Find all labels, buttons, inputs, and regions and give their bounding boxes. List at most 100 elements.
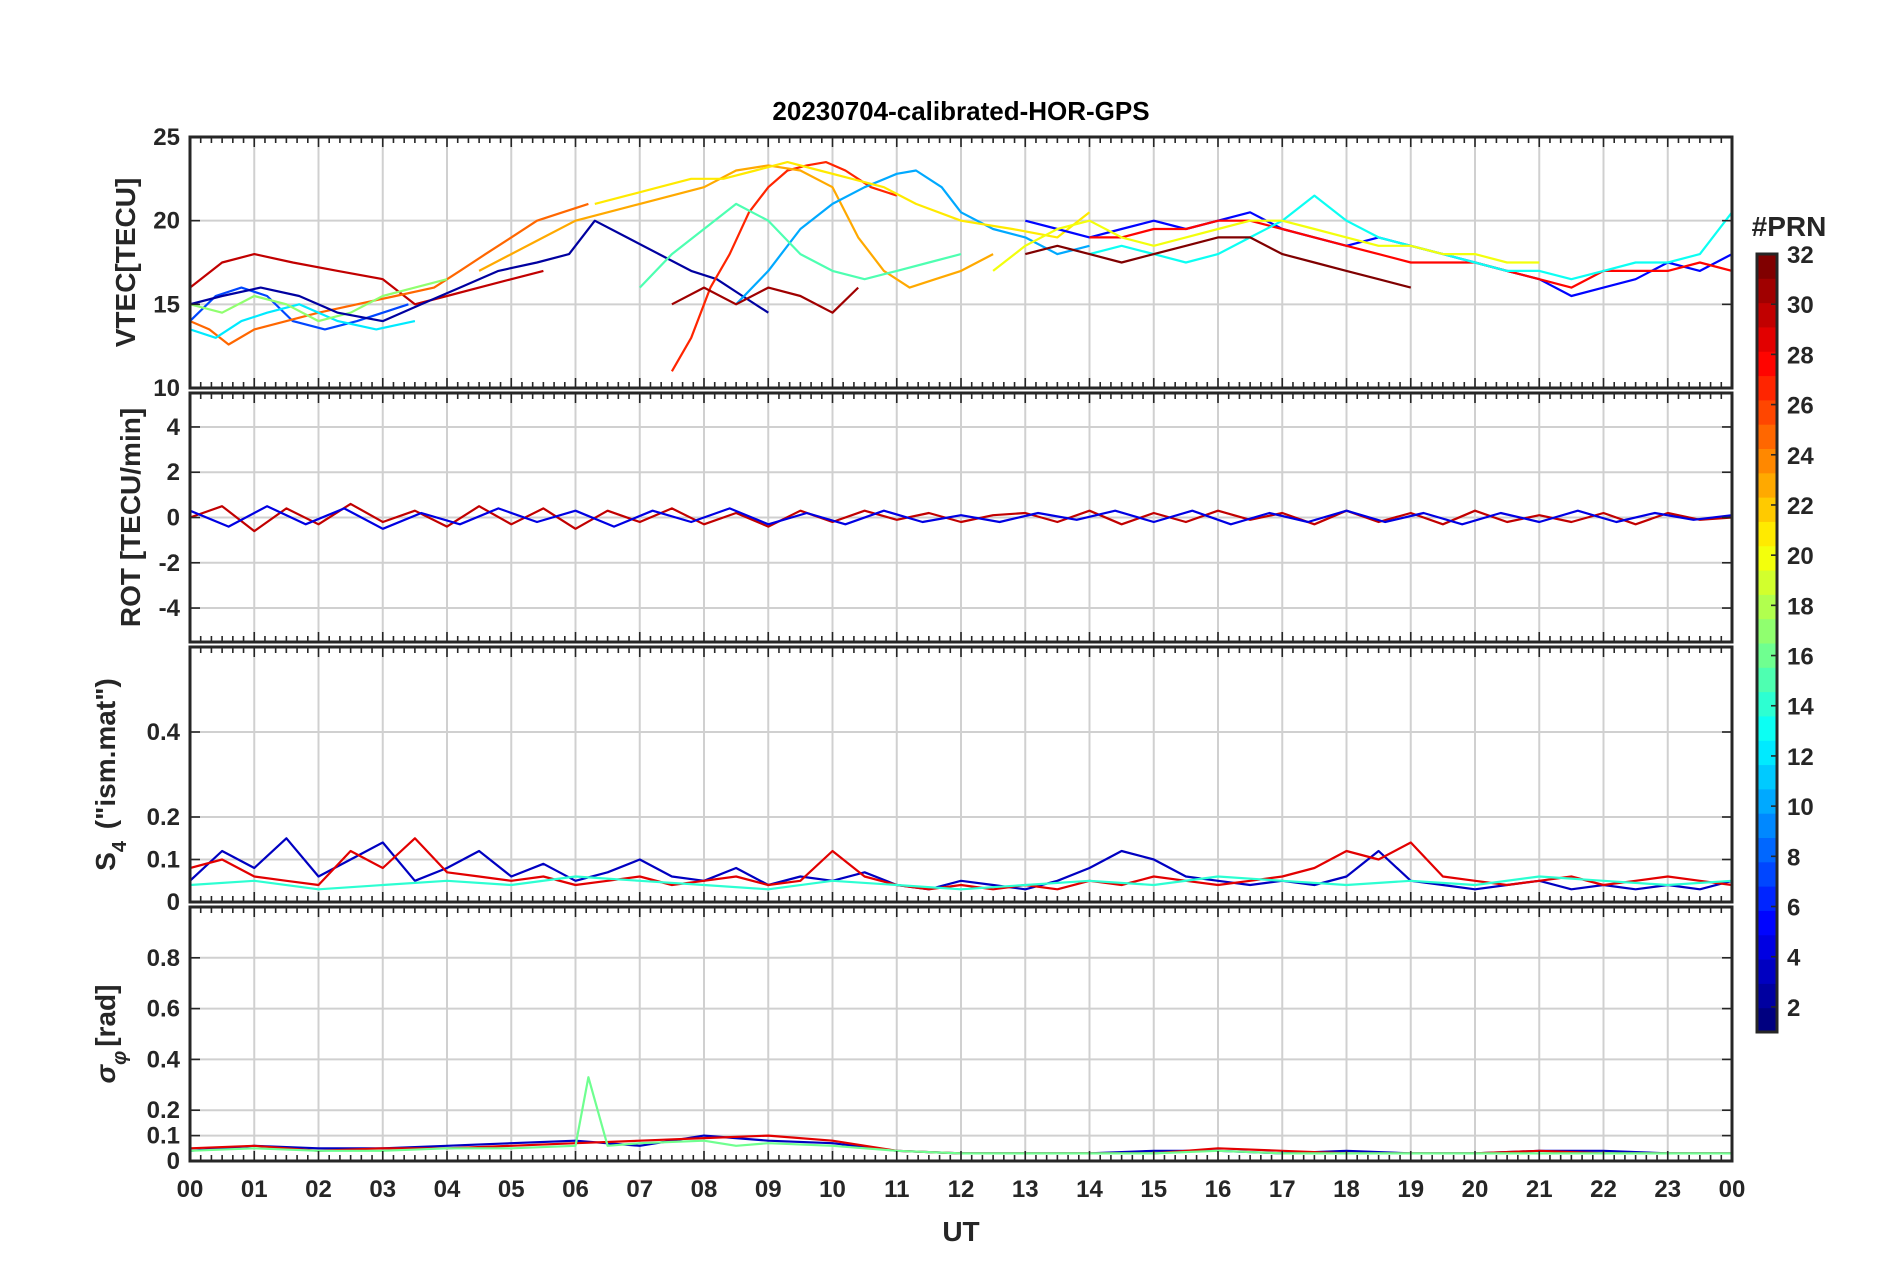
y-tick-label: 0 [167, 889, 180, 916]
y-axis-label: S4 ("ism.mat") [90, 678, 131, 871]
panel-rot: -4 -2 0 2 4 ROT [TECU/min] [115, 391, 1734, 644]
series-line-prn-2 [190, 219, 769, 323]
y-tick-label: 0.1 [147, 1123, 180, 1150]
series-line-prn-27 [670, 161, 898, 372]
y-axis-label: VTEC[TECU] [110, 178, 141, 348]
y-tick-label: 25 [153, 124, 180, 151]
colorbar-segment [1757, 886, 1777, 911]
colorbar-segment [1757, 302, 1777, 328]
colorbar-segment [1757, 788, 1777, 814]
colorbar-segment [1757, 691, 1777, 717]
x-tick-label: 04 [434, 1176, 461, 1203]
colorbar-segment [1757, 254, 1777, 279]
x-tick-label: 16 [1205, 1176, 1232, 1203]
colorbar-segment [1757, 521, 1777, 547]
x-tick-label: 19 [1397, 1176, 1424, 1203]
colorbar-segment [1757, 448, 1777, 474]
colorbar-tick-label: 10 [1787, 794, 1814, 821]
colorbar-tick-label: 16 [1787, 644, 1814, 671]
colorbar-label: #PRN [1752, 211, 1827, 242]
panel-vtec: 10 15 20 25 VTEC[TECU] [110, 124, 1734, 402]
x-tick-label: 14 [1076, 1176, 1103, 1203]
x-tick-label: 20 [1462, 1176, 1489, 1203]
series-line-prn-28 [1089, 219, 1732, 289]
colorbar-segment [1757, 351, 1777, 377]
panel-frame [188, 645, 1734, 904]
chart-title: 20230704-calibrated-HOR-GPS [772, 96, 1149, 126]
colorbar-frame [1755, 252, 1779, 1034]
y-axis-label-sub: φ [109, 1051, 131, 1065]
x-tick-label: 01 [241, 1176, 268, 1203]
y-axis-label-rest: [rad] [90, 985, 121, 1047]
x-tick-label: 00 [1719, 1176, 1746, 1203]
colorbar-segment [1757, 375, 1777, 401]
colorbar-tick-label: 12 [1787, 744, 1814, 771]
panel-s4: 0 0.1 0.2 0.4 S4 ("ism.mat") [90, 645, 1734, 916]
colorbar-tick-label: 14 [1787, 694, 1814, 721]
x-tick-label: 21 [1526, 1176, 1553, 1203]
y-tick-label: 15 [153, 291, 180, 318]
colorbar-segment [1757, 959, 1777, 984]
colorbar-segment [1757, 1007, 1777, 1033]
y-axis-label: σφ [rad] [90, 985, 131, 1084]
x-tick-label: 07 [626, 1176, 653, 1203]
x-tick-label: 15 [1140, 1176, 1167, 1203]
y-axis-label: ROT [TECU/min] [115, 408, 146, 627]
series-line-prn-25 [190, 202, 589, 346]
colorbar-segment [1757, 424, 1777, 449]
x-tick-label: 09 [755, 1176, 782, 1203]
colorbar-segment [1757, 837, 1777, 863]
colorbar-segment [1757, 472, 1777, 498]
x-tick-label: 11 [884, 1176, 909, 1203]
series-group [190, 161, 1732, 372]
colorbar-segment [1757, 813, 1777, 838]
colorbar-segment [1757, 764, 1777, 790]
series-line-prn-32 [1025, 236, 1412, 289]
series-line-prn-17 [190, 278, 448, 323]
panel-frame [188, 905, 1734, 1163]
x-tick-label: 03 [369, 1176, 396, 1203]
series-line-prn-4 [190, 505, 1732, 530]
colorbar-segment [1757, 715, 1777, 741]
colorbar-tick-label: 20 [1787, 543, 1814, 570]
y-tick-label: 4 [167, 414, 181, 441]
x-tick-label: 13 [1012, 1176, 1039, 1203]
y-tick-label: 0 [167, 505, 180, 532]
y-tick-label: 20 [153, 208, 180, 235]
x-tick-label: 05 [498, 1176, 525, 1203]
colorbar-segment [1757, 618, 1777, 644]
x-tick-label: 18 [1333, 1176, 1360, 1203]
y-tick-label: 0.1 [147, 847, 180, 874]
x-tick-label: 02 [305, 1176, 332, 1203]
colorbar-tick-label: 30 [1787, 292, 1814, 319]
panel-sigma_phi: 00.10.2 0.4 0.6 0.8 σφ [rad] [90, 905, 1734, 1175]
y-tick-label: 2 [167, 459, 180, 486]
series-line-prn-12 [190, 303, 416, 339]
colorbar-tick-label: 26 [1787, 393, 1814, 420]
y-tick-label: 0.2 [147, 804, 180, 831]
series-line-prn-31 [671, 286, 859, 314]
colorbar-segment [1757, 278, 1777, 304]
panel-frame [188, 391, 1734, 644]
colorbar-tick-label: 4 [1787, 945, 1801, 972]
series-line-prn-14 [190, 875, 1732, 891]
colorbar-segment [1757, 326, 1777, 352]
series-line-prn-30 [190, 502, 1732, 533]
colorbar-segment [1757, 643, 1777, 668]
x-tick-label: 22 [1590, 1176, 1617, 1203]
y-tick-label: -2 [159, 550, 180, 577]
colorbar-segment [1757, 861, 1777, 887]
x-tick-label: 17 [1269, 1176, 1296, 1203]
series-line-prn-29 [190, 837, 1732, 891]
series-line-prn-16 [190, 1076, 1732, 1155]
colorbar-segment [1757, 594, 1777, 620]
series-line-prn-10 [735, 169, 1090, 306]
colorbar-segment [1757, 399, 1777, 425]
colorbar-tick-label: 18 [1787, 593, 1814, 620]
y-axis-label-rest: ("ism.mat") [90, 678, 121, 837]
y-axis-label-sub: 4 [109, 840, 131, 852]
y-axis-label-main: σ [90, 1063, 121, 1083]
y-tick-label: 0 [167, 1148, 180, 1175]
colorbar-segment [1757, 545, 1777, 571]
